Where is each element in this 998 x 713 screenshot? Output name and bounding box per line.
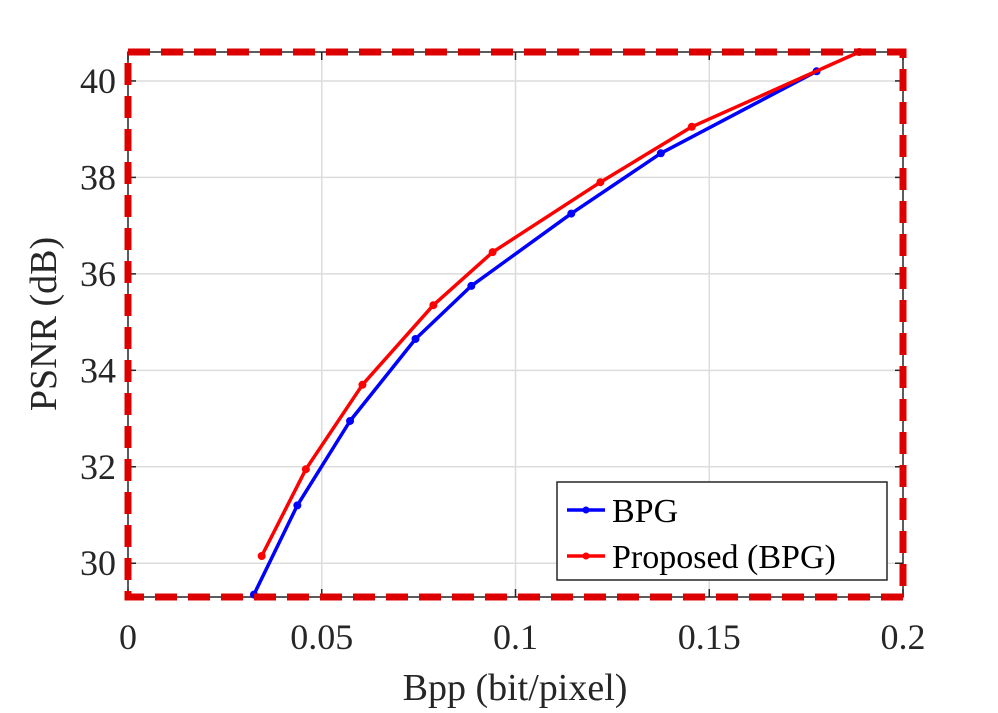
data-point-proposed	[596, 178, 605, 187]
x-tick-labels: 0 0.05 0.1 0.15 0.2	[119, 617, 926, 657]
legend-label-bpg: BPG	[612, 493, 678, 530]
grid-lines	[128, 52, 903, 597]
x-tick-label: 0.1	[493, 617, 538, 657]
series-line-bpg	[252, 69, 818, 596]
data-point-bpg	[293, 501, 302, 510]
data-point-proposed	[257, 552, 266, 561]
x-tick-label: 0	[119, 617, 137, 657]
y-tick-label: 38	[80, 157, 116, 197]
data-point-proposed	[488, 248, 497, 257]
y-tick-label: 30	[80, 543, 116, 583]
legend-marker-proposed	[582, 552, 590, 560]
y-tick-label: 34	[80, 350, 116, 390]
x-tick-label: 0.05	[290, 617, 353, 657]
data-point-proposed	[687, 122, 696, 131]
series-line-proposed	[260, 50, 860, 557]
data-point-proposed	[301, 465, 310, 474]
data-point-proposed	[358, 380, 367, 389]
y-tick-label: 40	[80, 61, 116, 101]
x-tick-label: 0.2	[881, 617, 926, 657]
data-point-bpg	[567, 209, 576, 218]
data-point-bpg	[656, 149, 665, 158]
x-tick-label: 0.15	[678, 617, 741, 657]
legend-marker-bpg	[582, 506, 590, 514]
y-axis-label: PSNR (dB)	[23, 237, 65, 411]
data-point-bpg	[346, 416, 355, 425]
y-tick-labels: 30 32 34 36 38 40	[80, 61, 116, 583]
data-point-proposed	[429, 301, 438, 310]
data-point-bpg	[467, 281, 476, 290]
y-tick-label: 36	[80, 254, 116, 294]
x-axis-label: Bpp (bit/pixel)	[403, 667, 628, 709]
legend: BPG Proposed (BPG)	[556, 481, 888, 581]
y-tick-label: 32	[80, 447, 116, 487]
data-point-bpg	[411, 334, 420, 343]
legend-label-proposed: Proposed (BPG)	[612, 539, 836, 576]
legend-box	[556, 481, 888, 581]
